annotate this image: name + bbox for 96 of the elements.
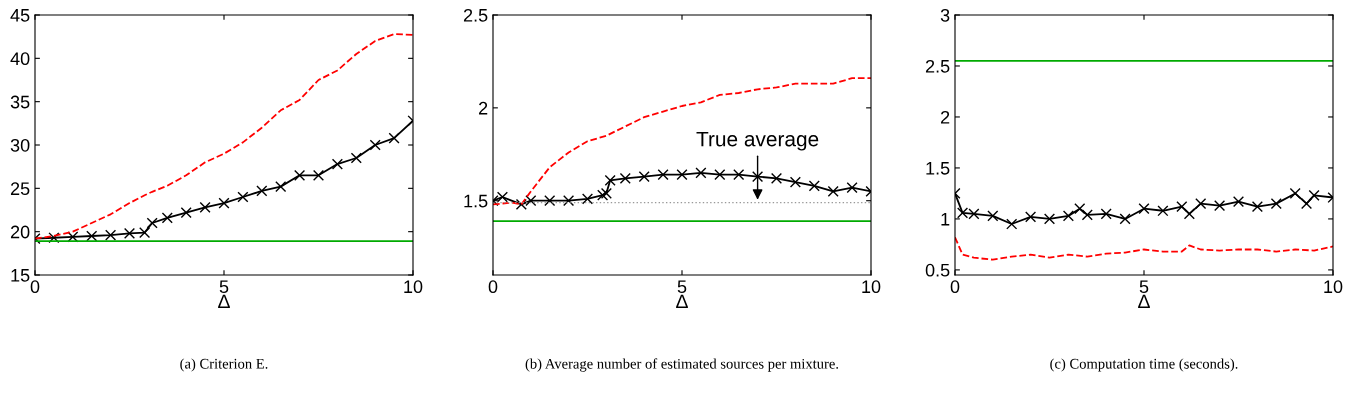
- x-tick-label: 0: [488, 280, 498, 294]
- point: [563, 195, 575, 207]
- point: [237, 191, 249, 203]
- point: [369, 139, 381, 151]
- x-tick-label: 10: [1324, 280, 1343, 294]
- y-tick-label: 45: [10, 9, 30, 22]
- point: [496, 191, 509, 203]
- y-tick-label: 3: [940, 8, 950, 22]
- point: [752, 171, 764, 183]
- x-axis-title: Δ: [218, 294, 230, 309]
- point: [350, 152, 362, 164]
- point: [1195, 198, 1207, 210]
- point: [695, 167, 707, 179]
- point: [1214, 200, 1226, 212]
- point: [123, 227, 136, 239]
- point: [676, 169, 688, 181]
- point: [146, 217, 158, 229]
- point: [1043, 213, 1056, 225]
- x-tick-label: 5: [219, 280, 229, 294]
- y-tick-label: 25: [10, 182, 30, 196]
- point: [733, 169, 745, 181]
- point: [1062, 210, 1074, 222]
- x-tick-label: 10: [404, 280, 423, 294]
- point: [1081, 209, 1093, 221]
- point: [604, 174, 616, 186]
- x-tick-label: 5: [677, 280, 687, 294]
- point: [218, 197, 230, 209]
- point: [161, 212, 173, 224]
- point: [638, 171, 650, 183]
- point: [331, 158, 343, 170]
- point: [1232, 196, 1245, 208]
- point: [1300, 198, 1313, 210]
- text: (b) Average number of estimated sources per mixture.: [525, 358, 839, 372]
- point: [1157, 205, 1169, 217]
- y-tick-label: 1.5: [464, 194, 488, 208]
- y-tick-label: 1: [941, 213, 950, 226]
- point: [581, 193, 594, 205]
- y-tick-label: 35: [10, 95, 30, 109]
- line-series: [955, 236, 1333, 261]
- point: [808, 180, 820, 192]
- point: [105, 229, 117, 241]
- annotation: True average: [696, 131, 819, 151]
- text: (c) Computation time (seconds).: [1050, 358, 1238, 372]
- point: [987, 210, 999, 222]
- y-tick-label: 30: [10, 138, 30, 152]
- point: [789, 176, 801, 188]
- point: [1308, 189, 1320, 202]
- point: [714, 169, 726, 181]
- point: [1074, 203, 1086, 215]
- point: [619, 172, 631, 184]
- y-tick-label: 20: [10, 225, 30, 239]
- point: [294, 169, 306, 181]
- point: [1119, 213, 1131, 225]
- point: [199, 201, 211, 213]
- point: [67, 231, 79, 243]
- point: [1183, 208, 1195, 220]
- point: [48, 232, 60, 244]
- y-tick-label: 40: [10, 52, 30, 66]
- point: [256, 185, 268, 197]
- point: [86, 230, 98, 242]
- y-tick-label: 2: [479, 101, 488, 115]
- point: [275, 181, 287, 193]
- x-axis-title: Δ: [676, 294, 688, 309]
- y-tick-label: 2.5: [925, 59, 950, 73]
- x-tick-label: 10: [862, 280, 881, 294]
- text: (a) Criterion E.: [180, 358, 268, 372]
- y-tick-label: 2: [941, 110, 950, 124]
- point: [515, 198, 527, 210]
- x-axis-title: Δ: [1138, 294, 1150, 309]
- point: [827, 185, 839, 197]
- point: [1289, 187, 1301, 199]
- x-tick-label: 0: [950, 280, 960, 294]
- line-series: [35, 33, 413, 240]
- y-tick-label: 2.5: [463, 8, 488, 22]
- point: [312, 169, 325, 181]
- point: [388, 132, 400, 144]
- point: [1138, 203, 1150, 215]
- y-tick-label: 1.5: [926, 162, 950, 175]
- line-series: [493, 77, 871, 206]
- point: [657, 169, 669, 181]
- point: [1270, 198, 1282, 210]
- point: [846, 182, 858, 194]
- y-tick-label: 0.5: [925, 263, 950, 277]
- point: [139, 226, 151, 239]
- point: [180, 207, 192, 219]
- point: [1176, 201, 1188, 213]
- point: [1100, 208, 1112, 220]
- point: [1251, 201, 1263, 213]
- point: [1006, 218, 1018, 230]
- y-tick-label: 15: [11, 269, 30, 282]
- x-tick-label: 0: [30, 280, 40, 294]
- point: [544, 195, 556, 207]
- point: [525, 195, 537, 207]
- point: [1025, 211, 1037, 223]
- point: [770, 172, 783, 184]
- x-tick-label: 5: [1139, 280, 1149, 294]
